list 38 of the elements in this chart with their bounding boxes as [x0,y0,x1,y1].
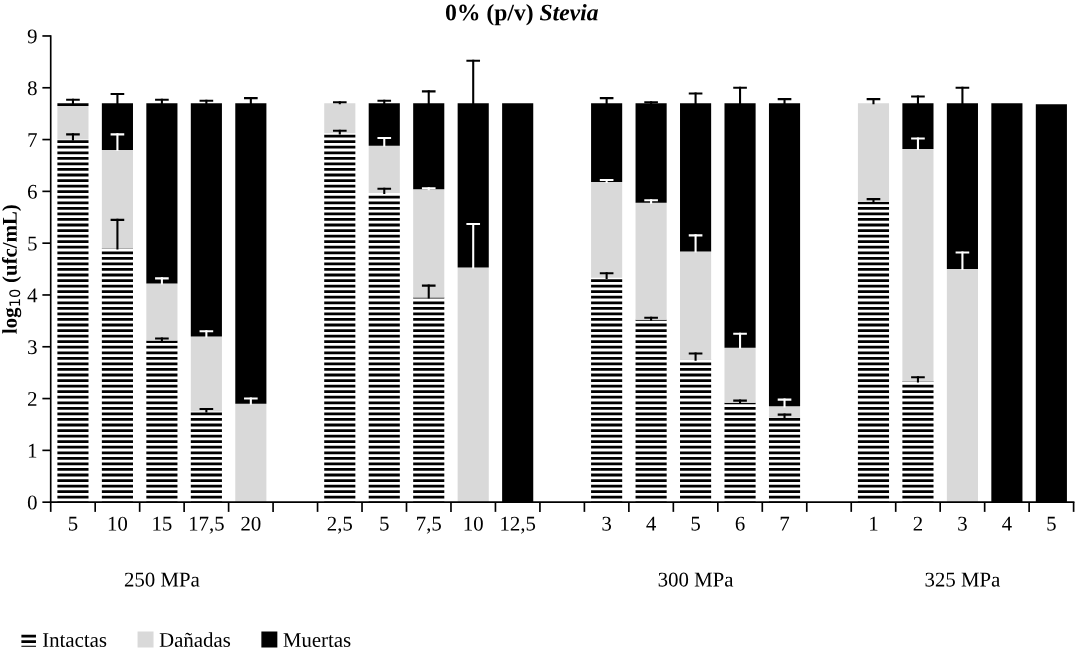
x-tick-label: 4 [646,516,656,531]
x-tick-label: 2 [913,516,923,531]
y-tick-label: 8 [27,81,37,96]
x-tick-label: 4 [1002,516,1012,531]
x-tick-label: 5 [68,516,78,531]
x-tick-label: 5 [380,516,389,531]
x-tick-label: 5 [691,516,700,531]
x-tick-label: 7 [780,516,790,531]
x-tick-label: 15 [153,516,172,531]
x-tick-label: 3 [958,516,967,531]
text: 300 MPa [658,572,734,587]
legend-label: Dañadas [159,632,231,648]
y-tick-label: 3 [28,340,37,355]
x-tick-label: 1 [870,516,878,531]
x-tick-label: 10 [108,516,128,531]
x-tick-label: 17,5 [189,516,224,534]
y-tick-label: 4 [27,288,38,303]
x-tick-label: 12,5 [501,516,536,534]
y-tick-label: 5 [28,236,37,251]
x-tick-label: 6 [735,516,745,531]
y-tick-label: 0 [27,495,37,510]
x-tick-label: 20 [241,516,261,531]
y-axis-title: log$_{10}$ (ufc/mL) [1,205,22,334]
x-tick-label: 5 [1047,516,1056,531]
y-tick-label: 9 [27,29,37,44]
text: 325 MPa [925,572,1001,587]
x-tick-label: 7,5 [417,516,441,534]
legend-label: Intactas [42,633,107,648]
text: 250 MPa [124,572,200,587]
y-tick-label: 2 [28,392,37,406]
y-tick-label: 7 [28,133,37,147]
x-tick-label: 2,5 [327,516,352,534]
x-tick-label: 10 [464,516,483,531]
y-tick-label: 6 [28,184,37,199]
chart-title: 0% (p/v) Stevia [445,3,598,26]
legend-label: Muertas [283,633,351,648]
x-tick-label: 3 [602,516,612,531]
y-tick-label: 1 [28,443,37,458]
